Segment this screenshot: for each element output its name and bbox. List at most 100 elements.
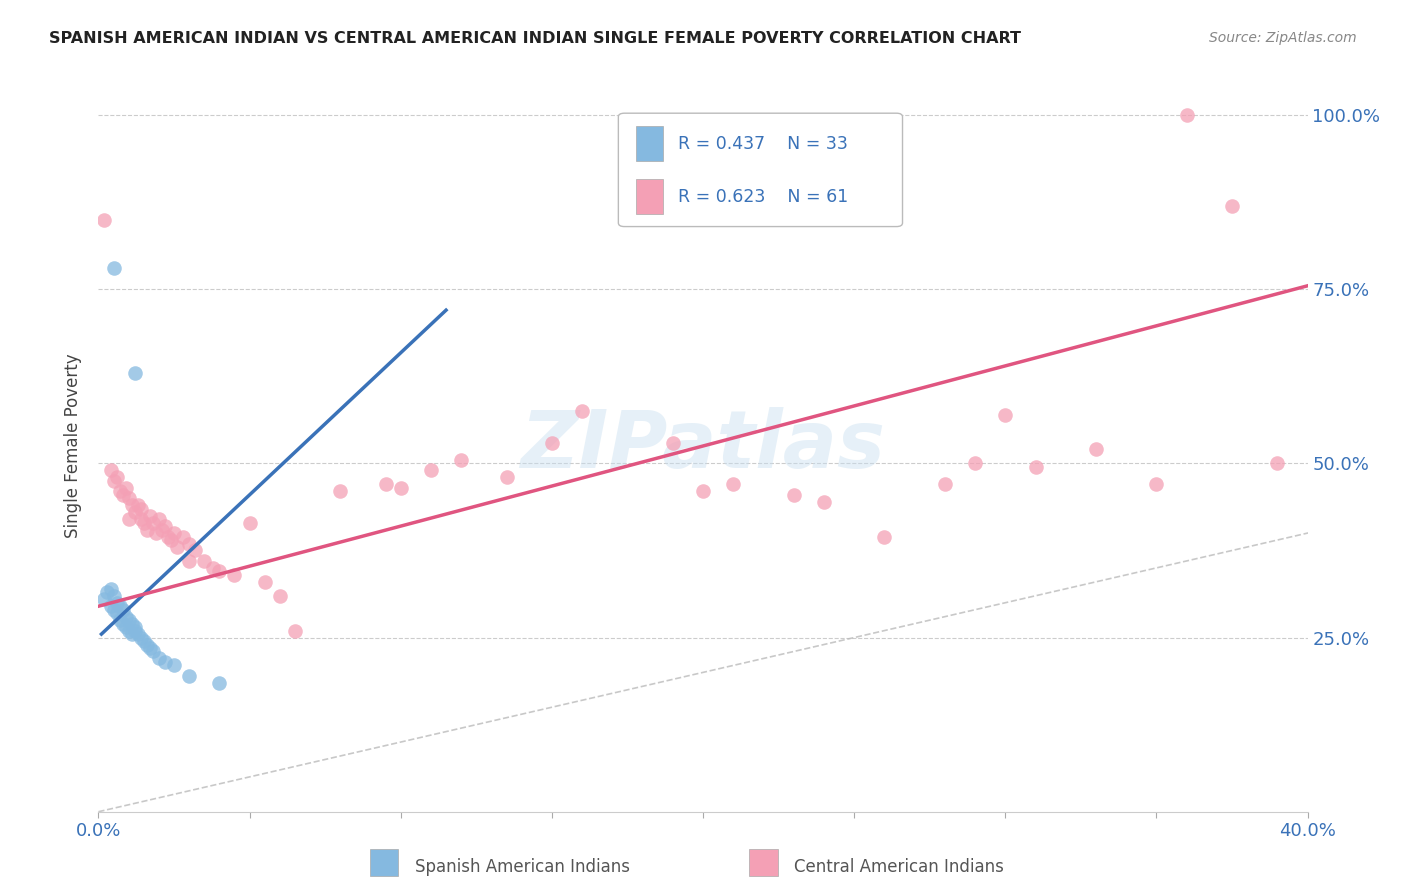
Point: [108, 613, 131, 627]
Point: [111, 603, 134, 617]
Point: [1175, 108, 1198, 122]
Point: [163, 526, 186, 541]
Bar: [370, 849, 398, 876]
Text: R = 0.623    N = 61: R = 0.623 N = 61: [678, 187, 848, 205]
Point: [172, 530, 194, 544]
Point: [103, 589, 125, 603]
Point: [994, 408, 1017, 422]
Point: [202, 561, 225, 575]
Point: [934, 477, 956, 491]
Point: [160, 533, 183, 547]
Point: [783, 488, 806, 502]
Point: [139, 508, 162, 523]
Point: [96, 585, 118, 599]
Text: Source: ZipAtlas.com: Source: ZipAtlas.com: [1209, 31, 1357, 45]
Y-axis label: Single Female Poverty: Single Female Poverty: [65, 354, 83, 538]
Text: R = 0.437    N = 33: R = 0.437 N = 33: [678, 135, 848, 153]
Point: [118, 512, 141, 526]
Point: [111, 616, 134, 631]
Point: [420, 463, 443, 477]
Point: [723, 477, 745, 491]
Point: [124, 505, 146, 519]
Point: [129, 501, 152, 516]
Point: [1024, 459, 1046, 474]
Point: [139, 640, 162, 655]
Point: [253, 574, 276, 589]
Point: [142, 516, 165, 530]
Point: [163, 658, 186, 673]
Point: [1085, 442, 1108, 457]
Point: [1144, 477, 1167, 491]
Point: [389, 481, 412, 495]
Point: [118, 613, 141, 627]
Point: [124, 366, 146, 380]
Point: [93, 212, 115, 227]
Point: [179, 669, 201, 683]
Point: [184, 543, 207, 558]
Point: [100, 463, 122, 477]
Point: [118, 491, 141, 506]
Point: [127, 498, 149, 512]
Point: [208, 565, 231, 579]
Text: Central American Indians: Central American Indians: [794, 858, 1004, 876]
Point: [153, 519, 176, 533]
Point: [100, 582, 122, 596]
Point: [93, 592, 115, 607]
Point: [193, 554, 215, 568]
Point: [495, 470, 517, 484]
Point: [1220, 199, 1243, 213]
Point: [121, 627, 143, 641]
Point: [114, 620, 136, 634]
Point: [450, 453, 472, 467]
Point: [135, 638, 157, 652]
Point: [135, 523, 157, 537]
Point: [129, 631, 152, 645]
Bar: [637, 127, 664, 161]
Point: [108, 484, 131, 499]
Point: [108, 599, 131, 614]
Point: [103, 474, 125, 488]
Point: [224, 567, 246, 582]
Point: [111, 488, 134, 502]
Point: [142, 644, 165, 658]
Point: [100, 599, 122, 614]
Text: ZIPatlas: ZIPatlas: [520, 407, 886, 485]
Point: [103, 603, 125, 617]
Point: [129, 512, 152, 526]
Point: [148, 651, 170, 665]
Point: [118, 624, 141, 638]
Point: [150, 523, 173, 537]
Point: [114, 481, 136, 495]
Point: [813, 494, 835, 508]
Point: [124, 620, 146, 634]
Point: [148, 512, 170, 526]
Point: [284, 624, 307, 638]
Point: [239, 516, 262, 530]
Point: [105, 470, 128, 484]
Text: SPANISH AMERICAN INDIAN VS CENTRAL AMERICAN INDIAN SINGLE FEMALE POVERTY CORRELA: SPANISH AMERICAN INDIAN VS CENTRAL AMERI…: [49, 31, 1021, 46]
Point: [124, 624, 146, 638]
Point: [132, 516, 155, 530]
Point: [540, 435, 562, 450]
Point: [179, 536, 201, 550]
Point: [105, 606, 128, 620]
Point: [145, 526, 167, 541]
Point: [571, 404, 593, 418]
Point: [208, 676, 231, 690]
Bar: [637, 179, 664, 214]
Point: [153, 655, 176, 669]
Point: [114, 609, 136, 624]
Point: [105, 596, 128, 610]
Point: [374, 477, 396, 491]
Point: [661, 435, 683, 450]
Point: [329, 484, 352, 499]
Point: [179, 554, 201, 568]
Point: [127, 627, 149, 641]
Point: [132, 634, 155, 648]
Point: [103, 261, 125, 276]
Point: [692, 484, 714, 499]
Point: [269, 589, 291, 603]
Point: [121, 616, 143, 631]
Point: [873, 530, 896, 544]
FancyBboxPatch shape: [619, 113, 903, 227]
